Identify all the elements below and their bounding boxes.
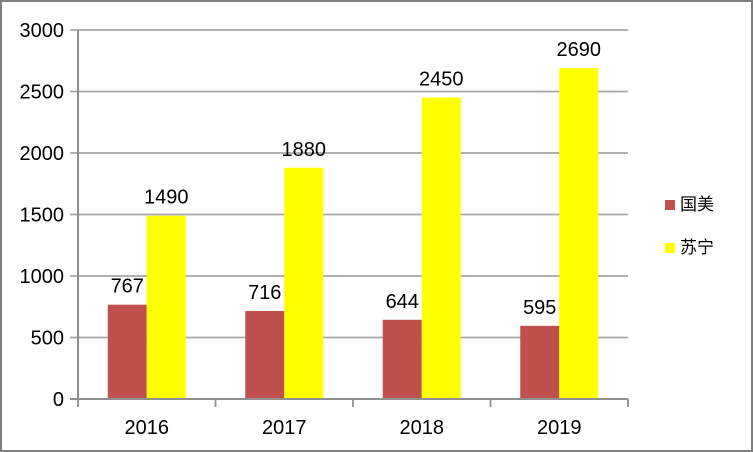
y-tick-label: 1500: [20, 205, 65, 227]
y-tick-label: 2000: [20, 143, 65, 165]
y-tick-label: 3000: [20, 20, 65, 42]
bar-suning-2018: [421, 97, 461, 400]
legend-label-suning: 苏宁: [680, 238, 714, 257]
legend-item-suning: 苏宁: [665, 239, 714, 256]
y-tick-label: 1000: [20, 266, 65, 288]
data-label-guomei-2016: 767: [111, 276, 144, 298]
legend-item-guomei: 国美: [665, 196, 714, 213]
data-label-suning-2016: 1490: [144, 187, 189, 209]
bar-guomei-2017: [245, 310, 285, 399]
legend-label-guomei: 国美: [680, 195, 714, 214]
legend-swatch-guomei: [665, 199, 675, 210]
bar-guomei-2018: [382, 319, 422, 399]
y-tick-label: 0: [53, 389, 64, 411]
bar-suning-2017: [284, 167, 324, 399]
data-label-suning-2018: 2450: [419, 69, 464, 91]
bar-suning-2016: [146, 215, 186, 399]
bar-guomei-2019: [520, 325, 560, 399]
x-tick-label-2017: 2017: [262, 417, 307, 439]
legend-swatch-suning: [665, 242, 675, 253]
y-tick-label: 2500: [20, 82, 65, 104]
x-tick-label-2019: 2019: [537, 417, 582, 439]
legend: 国美 苏宁: [665, 196, 714, 256]
data-label-guomei-2017: 716: [248, 282, 281, 304]
y-tick-label: 500: [31, 328, 64, 350]
x-tick-label-2018: 2018: [400, 417, 445, 439]
data-label-suning-2019: 2690: [557, 39, 602, 61]
data-label-guomei-2018: 644: [386, 291, 419, 313]
bar-suning-2019: [559, 68, 599, 399]
data-label-guomei-2019: 595: [523, 297, 556, 319]
data-label-suning-2017: 1880: [282, 139, 327, 161]
x-tick-label-2016: 2016: [125, 417, 170, 439]
bar-guomei-2016: [107, 304, 147, 399]
